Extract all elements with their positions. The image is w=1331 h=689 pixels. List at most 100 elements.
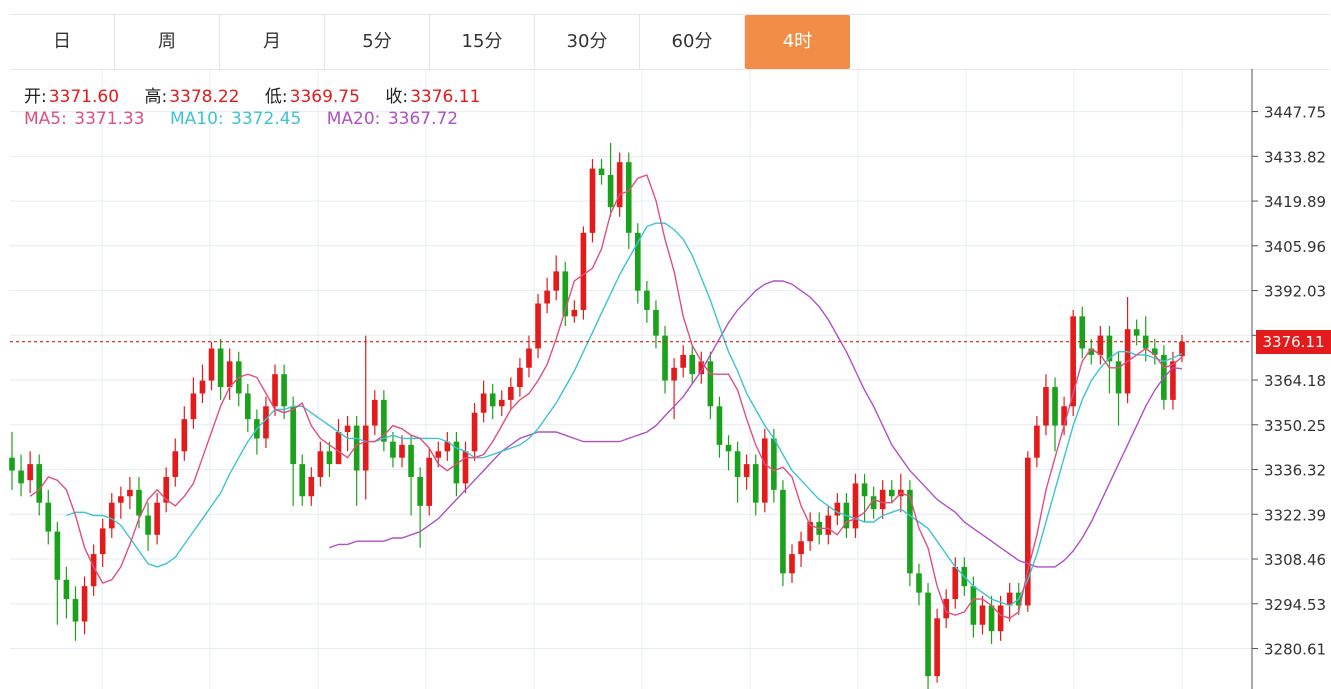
candle-body (952, 566, 959, 600)
candle-body (498, 399, 505, 407)
candle-body (1061, 406, 1067, 426)
candle-body (616, 162, 623, 208)
candle-body (635, 232, 641, 291)
candle-body (326, 451, 333, 465)
low-value: 3369.75 (289, 87, 360, 107)
candle-body (698, 361, 705, 375)
candle-body (907, 489, 913, 574)
candle-body (63, 579, 70, 600)
candle-body (517, 367, 523, 388)
candle-body (662, 335, 668, 381)
candle-body (979, 605, 986, 625)
tab-5分[interactable]: 5分 (325, 15, 430, 69)
candle-body (761, 438, 768, 503)
candle-body (172, 451, 179, 477)
tab-15分[interactable]: 15分 (430, 15, 535, 69)
y-axis-ticks: 3280.61 3294.53 3308.46 3322.39 3336.32 3350.… (1252, 104, 1326, 658)
low-label: 低: (264, 87, 288, 107)
candle-body (925, 592, 931, 677)
y-tick-label: 3364.18 (1264, 372, 1326, 390)
candle-body (771, 438, 777, 490)
tab-周[interactable]: 周 (115, 15, 220, 69)
ma5-label: MA5: (24, 109, 67, 129)
candle-body (45, 502, 52, 532)
candle-body (680, 354, 686, 368)
candle-body (36, 464, 43, 503)
y-tick-label: 3350.25 (1264, 417, 1326, 435)
candle-body (1088, 348, 1095, 355)
ma20-line (329, 280, 1183, 568)
candle-body (72, 599, 79, 622)
candle-body (870, 496, 877, 510)
candle-body (371, 399, 378, 426)
candle-body (408, 444, 414, 477)
candle-body (426, 457, 433, 506)
tab-日[interactable]: 日 (10, 15, 115, 69)
ma-header: MA5: 3371.33 MA10: 3372.45 MA20: 3367.72 (24, 109, 460, 129)
candle-body (1115, 361, 1122, 394)
candle-body (1097, 335, 1104, 355)
candle-body (163, 476, 169, 503)
candle-body (1006, 592, 1013, 606)
candle-body (789, 554, 795, 574)
candle-body (281, 374, 287, 407)
candle-body (707, 361, 714, 407)
tab-30分[interactable]: 30分 (535, 15, 640, 69)
y-tick-label: 3419.89 (1264, 193, 1326, 211)
candle-body (671, 367, 677, 381)
y-tick-label: 3322.39 (1264, 506, 1326, 524)
candle-body (997, 605, 1004, 632)
candle-body (861, 483, 868, 497)
candle-body (1043, 387, 1049, 426)
candle-body (644, 290, 650, 310)
moving-averages (29, 174, 1183, 620)
ma5-value: 3371.33 (74, 109, 145, 129)
candle-body (1106, 335, 1113, 362)
candle-body (970, 586, 977, 625)
y-tick-label: 3392.03 (1264, 283, 1326, 301)
candle-body (136, 489, 142, 516)
candle-body (825, 515, 832, 535)
candle-body (54, 531, 61, 580)
candle-body (217, 348, 224, 388)
candle-body (580, 232, 587, 310)
candle-body (734, 451, 741, 477)
ma20-label: MA20: (326, 109, 381, 129)
candle-body (435, 451, 442, 458)
ma10-line (66, 222, 1183, 607)
tab-月[interactable]: 月 (220, 15, 325, 69)
candle-body (943, 599, 949, 619)
ma10-label: MA10: (169, 109, 224, 129)
candle-body (743, 464, 750, 477)
tab-60分[interactable]: 60分 (640, 15, 745, 69)
candle-body (544, 290, 550, 304)
candle-body (752, 464, 759, 503)
candle-body (1133, 329, 1140, 336)
tab-4时[interactable]: 4时 (745, 15, 850, 69)
candle-body (9, 457, 15, 471)
candle-body (553, 271, 559, 291)
candle-body (381, 399, 387, 442)
y-tick-label: 3433.82 (1264, 148, 1326, 166)
y-tick-label: 3308.46 (1264, 551, 1326, 569)
candle-body (916, 573, 922, 593)
candle-body (879, 489, 886, 510)
candle-body (90, 554, 97, 587)
high-value: 3378.22 (169, 87, 240, 107)
candle-body (18, 470, 24, 484)
candle-body (453, 441, 460, 484)
candle-body (344, 425, 351, 433)
candle-body (1079, 316, 1086, 349)
candle-body (508, 387, 514, 400)
candle-body (480, 393, 487, 413)
candle-body (589, 168, 596, 233)
close-value: 3376.11 (410, 87, 481, 107)
candle-body (852, 483, 859, 529)
candle-body (807, 521, 813, 542)
candle-body (272, 374, 278, 407)
candle-body (526, 348, 532, 368)
candle-body (1052, 387, 1058, 426)
candle-body (108, 502, 115, 529)
candle-body (798, 541, 804, 555)
open-value: 3371.60 (48, 87, 120, 107)
